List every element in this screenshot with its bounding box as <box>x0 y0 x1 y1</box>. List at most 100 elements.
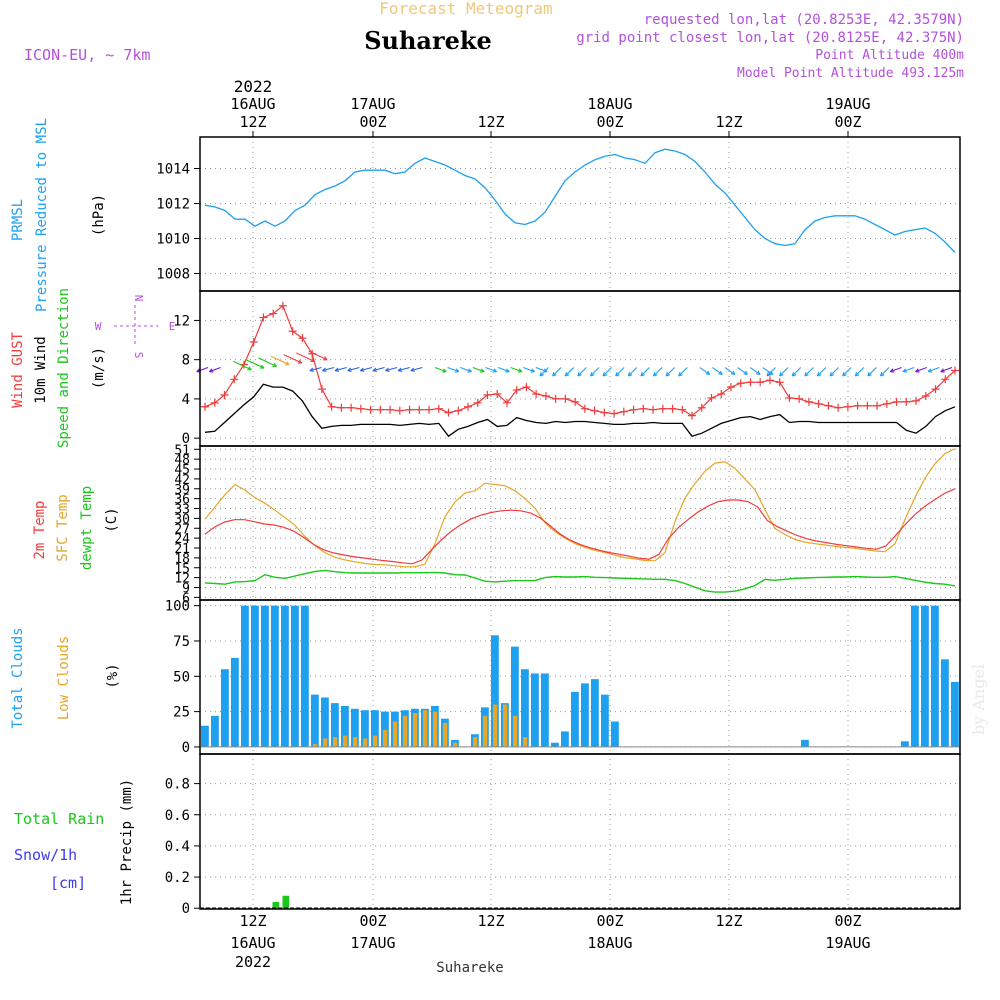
gust-marker <box>610 409 619 418</box>
low-cloud-bar <box>512 715 518 747</box>
gust-marker <box>921 391 930 400</box>
gust-marker <box>434 404 443 413</box>
gust-marker <box>746 378 755 387</box>
gridlines <box>200 137 960 909</box>
total-cloud-bar <box>271 605 279 747</box>
total-cloud-bar <box>941 659 949 747</box>
precip-label-snow-unit: [cm] <box>50 874 86 892</box>
gust-marker <box>736 379 745 388</box>
sfc-temp-line <box>204 448 956 568</box>
gust-marker <box>444 408 453 417</box>
y-tick-label: 0 <box>182 431 190 447</box>
footer-station: Suhareke <box>436 960 503 976</box>
gust-marker <box>775 378 784 387</box>
cloud-label-low: Low Clouds <box>56 636 72 720</box>
total-cloud-bar <box>201 725 209 747</box>
gust-marker <box>327 402 336 411</box>
wind-direction-arrow <box>232 360 252 371</box>
wind-direction-arrow <box>791 367 802 377</box>
gust-marker <box>502 398 511 407</box>
gust-marker <box>707 393 716 402</box>
gust-marker <box>425 405 434 414</box>
gust-marker <box>395 406 404 415</box>
gust-marker <box>590 406 599 415</box>
bottom-date-label: 16AUG <box>230 934 275 952</box>
total-cloud-bar <box>321 697 329 747</box>
cloud-label-total: Total Clouds <box>10 627 26 728</box>
total-cloud-bar <box>251 605 259 747</box>
y-tick-label: 21 <box>174 542 190 557</box>
temp-label-dewpt: dewpt Temp <box>79 486 95 570</box>
requested-coords: requested lon,lat (20.8253E, 42.3579N) <box>644 12 964 28</box>
wind-direction-arrow <box>712 367 723 375</box>
gust-marker <box>532 390 541 399</box>
gust-marker <box>580 404 589 413</box>
y-tick-label: 15 <box>174 562 190 577</box>
low-cloud-bar <box>332 737 338 747</box>
wind-label-gust: Wind GUST <box>10 332 26 408</box>
wind-direction-arrow <box>552 367 562 377</box>
wind-direction-arrow <box>724 367 736 375</box>
pressure-line <box>204 148 956 253</box>
model-label: ICON-EU, ~ 7km <box>24 46 150 64</box>
gust-marker <box>473 398 482 407</box>
precip-label-snow: Snow/1h <box>14 846 77 864</box>
gust-marker <box>873 401 882 410</box>
bottom-hour-label: 12Z <box>239 912 266 930</box>
wind-direction-arrow <box>208 367 221 373</box>
gust-marker <box>814 399 823 408</box>
gust-marker <box>541 391 550 400</box>
low-cloud-bar <box>412 713 418 747</box>
gust-marker <box>512 386 521 395</box>
gust-marker <box>551 394 560 403</box>
bottom-hour-label: 00Z <box>834 912 861 930</box>
total-cloud-bar <box>601 694 609 747</box>
wind-direction-arrow <box>372 366 385 372</box>
wind-direction-arrow <box>879 367 890 377</box>
bottom-hour-label: 12Z <box>477 912 504 930</box>
rain-bar <box>272 901 279 909</box>
wind-direction-arrow <box>397 366 410 372</box>
dewpt-line <box>204 569 956 593</box>
top-date-label: 18AUG <box>587 95 632 113</box>
y-tick-label: 4 <box>182 392 190 408</box>
total-cloud-bar <box>281 605 289 747</box>
pressure-label-b: Pressure Reduced to MSL <box>34 118 50 312</box>
top-hour-label: 00Z <box>359 113 386 131</box>
pressure-labels: PRMSL Pressure Reduced to MSL (hPa) <box>10 118 107 312</box>
total-cloud-bar <box>931 605 939 747</box>
low-cloud-bar <box>492 704 498 747</box>
gust-marker <box>619 407 628 416</box>
low-cloud-bar <box>422 710 428 747</box>
wind-direction-arrow <box>737 367 748 375</box>
gust-marker <box>278 301 287 310</box>
gust-marker <box>912 396 921 405</box>
gust-marker <box>493 390 502 399</box>
wind-direction-arrow <box>816 367 827 377</box>
gust-marker <box>804 397 813 406</box>
gust-marker <box>863 401 872 410</box>
gust-marker <box>785 393 794 402</box>
low-cloud-bar <box>472 737 478 747</box>
wind-direction-arrow <box>902 367 915 373</box>
wind-direction-arrow <box>447 367 460 373</box>
wind-direction-arrow <box>196 367 209 373</box>
gust-marker <box>201 402 209 411</box>
low-cloud-bar <box>502 704 508 747</box>
low-cloud-bar <box>432 711 438 747</box>
total-cloud-bar <box>511 646 519 747</box>
gust-marker <box>756 378 765 387</box>
wind-direction-arrow <box>640 367 650 377</box>
total-cloud-bar <box>341 705 349 747</box>
y-tick-label: 33 <box>174 503 190 518</box>
gust-marker <box>259 313 268 322</box>
wind-direction-arrow <box>779 367 789 377</box>
bottom-year-label: 2022 <box>235 953 271 971</box>
compass-s: S <box>132 352 145 359</box>
rain-bar <box>282 895 289 909</box>
total-cloud-bar <box>241 605 249 747</box>
wind-direction-arrow <box>410 366 423 372</box>
wind-direction-arrow <box>258 357 277 367</box>
